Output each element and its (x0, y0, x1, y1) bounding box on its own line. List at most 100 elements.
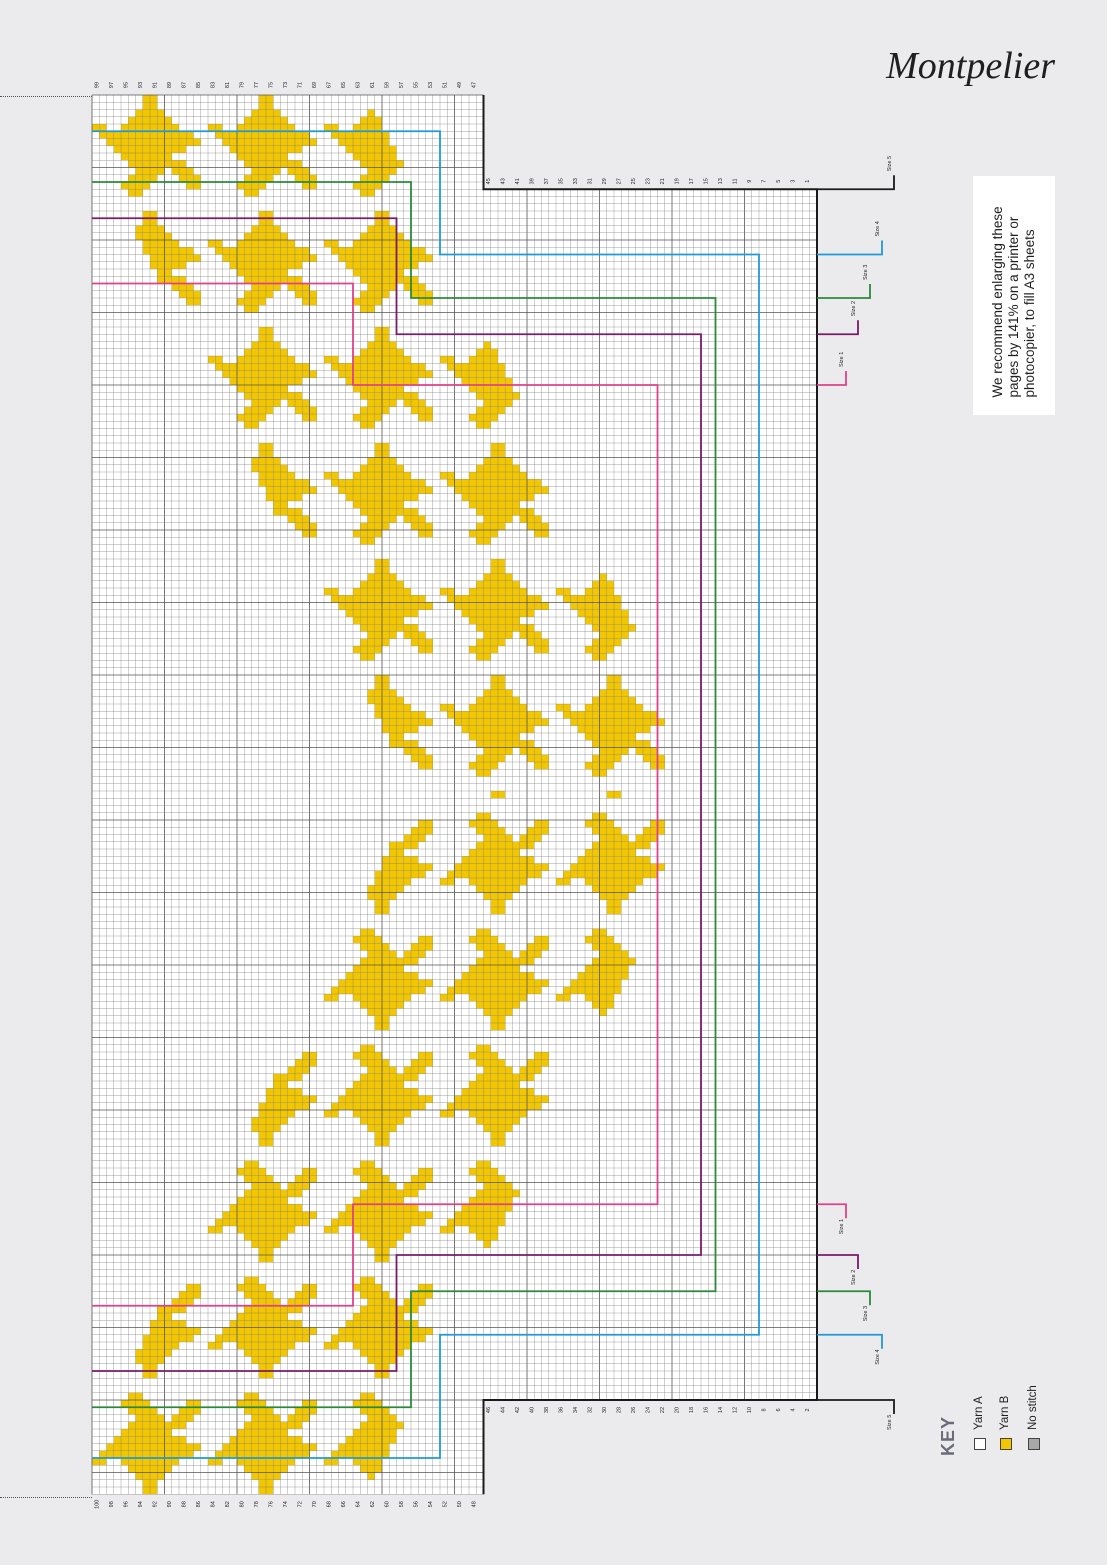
yarn-b-cell (229, 377, 237, 385)
yarn-b-cell (280, 1081, 288, 1089)
yarn-b-cell (273, 1356, 281, 1364)
yarn-b-cell (287, 160, 295, 168)
size-5-label-bottom: Size 5 (887, 1415, 893, 1430)
yarn-b-cell (382, 566, 390, 574)
column-number-top-inner: 5 (776, 180, 782, 183)
yarn-b-cell (643, 711, 651, 719)
yarn-b-cell (157, 1305, 165, 1313)
yarn-b-cell (403, 356, 411, 364)
yarn-b-cell (360, 145, 368, 153)
yarn-b-cell (505, 1102, 513, 1110)
yarn-b-cell (476, 1102, 484, 1110)
yarn-b-cell (258, 1240, 266, 1248)
yarn-b-cell (519, 740, 527, 748)
yarn-b-cell (258, 218, 266, 226)
yarn-b-cell (527, 740, 535, 748)
yarn-b-cell (374, 1400, 382, 1408)
yarn-b-cell (280, 493, 288, 501)
yarn-b-cell (295, 1327, 303, 1335)
yarn-b-cell (577, 725, 585, 733)
yarn-b-cell (353, 1334, 361, 1342)
yarn-b-cell (171, 1450, 179, 1458)
yarn-b-cell (106, 131, 114, 139)
yarn-b-cell (411, 508, 419, 516)
yarn-b-cell (258, 1124, 266, 1132)
yarn-b-cell (353, 1284, 361, 1292)
yarn-b-cell (476, 1233, 484, 1241)
yarn-b-cell (367, 406, 375, 414)
yarn-b-cell (418, 711, 426, 719)
yarn-b-cell (389, 486, 397, 494)
yarn-b-cell (295, 1320, 303, 1328)
yarn-b-cell (324, 1110, 332, 1118)
yarn-b-cell (505, 972, 513, 980)
yarn-b-cell (135, 1458, 143, 1466)
yarn-b-cell (490, 834, 498, 842)
yarn-b-cell (490, 1081, 498, 1089)
yarn-b-cell (469, 486, 477, 494)
yarn-b-cell (527, 595, 535, 603)
yarn-b-cell (483, 479, 491, 487)
yarn-b-cell (374, 602, 382, 610)
yarn-b-cell (570, 870, 578, 878)
yarn-b-cell (454, 718, 462, 726)
yarn-b-cell (411, 261, 419, 269)
yarn-b-cell (135, 1356, 143, 1364)
yarn-b-cell (150, 174, 158, 182)
size-3-leader-bottom (817, 1290, 871, 1306)
yarn-b-cell (490, 385, 498, 393)
yarn-b-cell (396, 965, 404, 973)
yarn-b-cell (628, 957, 636, 965)
yarn-b-cell (345, 602, 353, 610)
yarn-b-cell (519, 1073, 527, 1081)
yarn-b-cell (374, 457, 382, 465)
yarn-b-cell (512, 740, 520, 748)
yarn-b-cell (447, 1226, 455, 1234)
yarn-b-cell (469, 1226, 477, 1234)
yarn-b-cell (454, 486, 462, 494)
yarn-b-cell (512, 486, 520, 494)
yarn-b-cell (382, 1226, 390, 1234)
yarn-b-cell (614, 870, 622, 878)
yarn-b-cell (599, 972, 607, 980)
yarn-b-cell (309, 414, 317, 422)
yarn-b-cell (374, 1247, 382, 1255)
yarn-b-cell (215, 124, 223, 132)
yarn-b-cell (360, 994, 368, 1002)
yarn-b-cell (222, 370, 230, 378)
yarn-b-cell (258, 1233, 266, 1241)
yarn-b-cell (345, 247, 353, 255)
yarn-b-cell (628, 704, 636, 712)
yarn-b-cell (498, 1139, 506, 1147)
yarn-b-cell (635, 856, 643, 864)
yarn-b-cell (389, 385, 397, 393)
yarn-b-cell (469, 986, 477, 994)
yarn-b-cell (360, 1168, 368, 1176)
yarn-b-cell (273, 1073, 281, 1081)
yarn-b-cell (121, 1436, 129, 1444)
yarn-b-cell (403, 1073, 411, 1081)
yarn-b-cell (338, 1334, 346, 1342)
yarn-b-cell (498, 979, 506, 987)
yarn-b-cell (280, 145, 288, 153)
yarn-b-cell (592, 609, 600, 617)
yarn-b-cell (273, 1211, 281, 1219)
yarn-b-cell (266, 1298, 274, 1306)
page-title: Montpelier (886, 45, 1055, 87)
yarn-b-cell (425, 863, 433, 871)
yarn-b-cell (360, 1073, 368, 1081)
yarn-b-cell (490, 595, 498, 603)
yarn-b-cell (382, 1450, 390, 1458)
yarn-b-cell (389, 595, 397, 603)
yarn-b-cell (614, 638, 622, 646)
yarn-b-cell (374, 892, 382, 900)
column-number-bottom-inner: 34 (573, 1407, 579, 1413)
yarn-b-cell (287, 254, 295, 262)
yarn-b-cell (142, 218, 150, 226)
yarn-b-cell (592, 725, 600, 733)
yarn-b-cell (353, 1102, 361, 1110)
yarn-b-cell (374, 479, 382, 487)
yarn-b-cell (483, 762, 491, 770)
yarn-b-cell (215, 131, 223, 139)
yarn-b-cell (345, 1334, 353, 1342)
